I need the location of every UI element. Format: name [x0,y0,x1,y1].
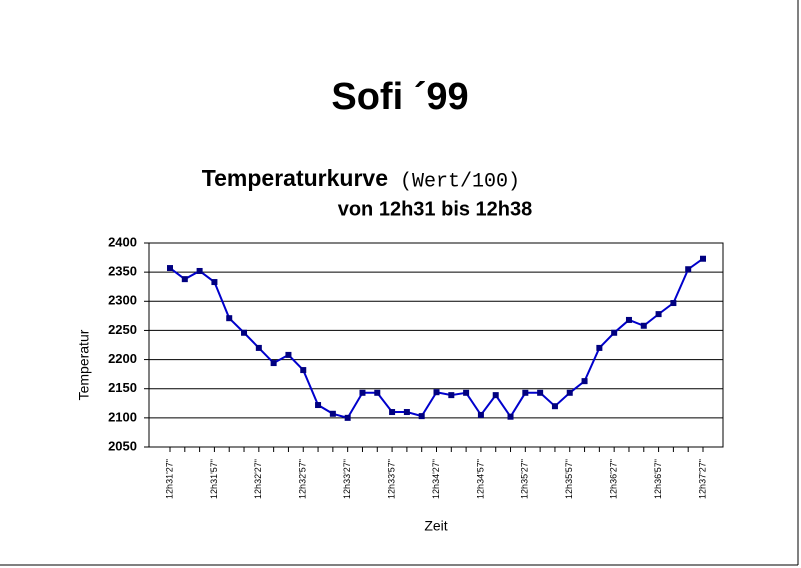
x-tick-label: 12h34'57" [475,459,485,499]
x-tick-label: 12h31'27" [164,459,174,499]
x-tick-label: 12h32'27" [253,459,263,499]
y-tick-label: 2200 [108,351,137,366]
point [241,329,248,336]
point [433,389,440,396]
point [492,392,499,399]
point [537,389,544,396]
x-tick-label: 12h32'57" [298,459,308,499]
point [315,402,322,409]
point [359,389,366,396]
point [285,351,292,358]
point [389,409,396,416]
point [181,276,188,283]
y-tick-label: 2300 [108,293,137,308]
x-tick-label: 12h37'27" [697,459,707,499]
point [196,267,203,274]
plot-frame [148,242,724,448]
point [255,344,262,351]
subtitle-note: (Wert/100) [400,170,520,193]
point [566,389,573,396]
point [551,403,558,410]
point [611,329,618,336]
x-tick-label: 12h31'57" [209,459,219,499]
x-tick-label: 12h36'27" [609,459,619,499]
y-tick-label: 2400 [108,234,137,249]
y-axis-label: Temperatur [76,329,92,400]
point [625,316,632,323]
point [522,389,529,396]
point [700,255,706,262]
y-tick-label: 2100 [108,409,137,424]
point [418,413,425,420]
x-tick-label: 12h36'57" [653,459,663,499]
point [329,410,336,417]
point [581,378,588,385]
point [670,300,677,307]
point [270,360,277,367]
point [463,389,470,396]
y-tick-label: 2250 [108,322,137,337]
x-tick-label: 12h34'27" [431,459,441,499]
chart-subtitle: Temperaturkurve [202,165,388,191]
y-tick-label: 2350 [108,264,137,279]
x-tick-label: 12h33'27" [342,459,352,499]
point [211,279,218,286]
chart-title: Sofi ´99 [331,76,468,118]
x-tick-label: 12h33'57" [386,459,396,499]
point [167,265,173,272]
point [507,413,514,420]
x-axis-label: Zeit [424,518,447,534]
subtitle-range: von 12h31 bis 12h38 [338,198,533,220]
point [300,367,307,374]
point [403,409,410,416]
point [655,311,662,318]
point [685,266,692,273]
point [448,392,455,399]
point [374,389,381,396]
y-tick-label: 2150 [108,380,137,395]
x-tick-label: 12h35'57" [564,459,574,499]
point [344,414,351,421]
point [477,411,484,418]
y-tick-label: 2050 [108,438,137,453]
point [640,322,647,329]
x-tick-label: 12h35'27" [520,459,530,499]
point [596,344,603,351]
point [226,315,233,322]
